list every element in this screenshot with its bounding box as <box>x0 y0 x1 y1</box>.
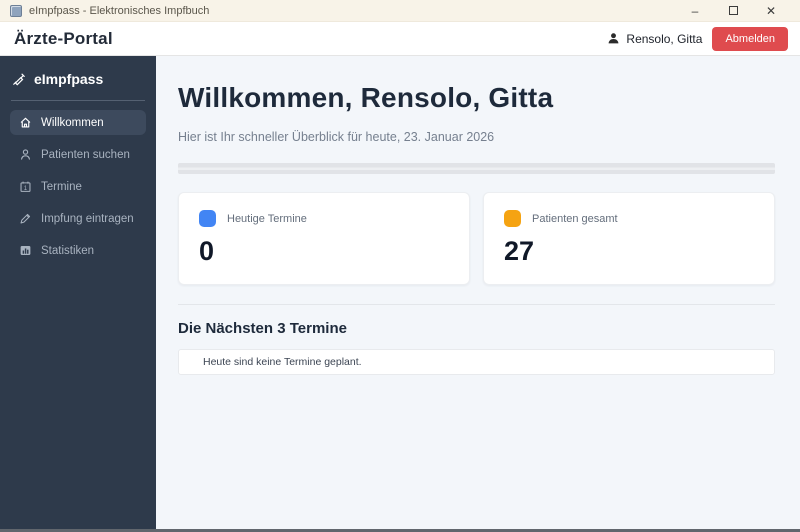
loading-bar <box>178 163 775 174</box>
no-appointments-message: Heute sind keine Termine geplant. <box>178 349 775 375</box>
sidebar-item-label: Termine <box>41 180 82 193</box>
user-icon <box>607 32 620 45</box>
calendar-icon: 1 <box>19 180 32 193</box>
pencil-icon <box>19 212 32 225</box>
blue-square-icon <box>199 210 216 227</box>
stat-label: Heutige Termine <box>227 212 307 225</box>
stat-card-header: Heutige Termine <box>199 210 449 227</box>
minimize-button[interactable]: – <box>676 0 714 22</box>
app-header: Ärzte-Portal Rensolo, Gitta Abmelden <box>0 22 800 56</box>
stat-label: Patienten gesamt <box>532 212 618 225</box>
sidebar-divider <box>11 100 145 101</box>
sidebar-item-willkommen[interactable]: Willkommen <box>10 110 146 135</box>
sidebar-item-statistiken[interactable]: Statistiken <box>10 238 146 263</box>
chart-icon <box>19 244 32 257</box>
stat-card-header: Patienten gesamt <box>504 210 754 227</box>
syringe-icon <box>12 72 26 86</box>
stat-value: 0 <box>199 236 215 266</box>
maximize-button[interactable] <box>714 0 752 22</box>
sidebar-brand-label: eImpfpass <box>34 71 104 87</box>
sidebar-item-impfung-eintragen[interactable]: Impfung eintragen <box>10 206 146 231</box>
stat-card-patienten-gesamt: Patienten gesamt 27 <box>483 192 775 285</box>
app-icon <box>10 4 22 17</box>
page-title: Ärzte-Portal <box>14 28 113 48</box>
sidebar-item-patienten-suchen[interactable]: Patienten suchen <box>10 142 146 167</box>
section-divider <box>178 304 775 305</box>
sidebar: eImpfpass Willkommen Patienten suchen <box>0 56 156 532</box>
logout-button[interactable]: Abmelden <box>712 26 788 51</box>
header-user-area: Rensolo, Gitta Abmelden <box>607 26 788 51</box>
window-controls: – ✕ <box>676 0 790 22</box>
sidebar-item-label: Impfung eintragen <box>41 212 134 225</box>
svg-text:1: 1 <box>24 185 28 192</box>
close-button[interactable]: ✕ <box>752 0 790 22</box>
close-icon: ✕ <box>765 3 777 18</box>
maximize-icon <box>728 6 738 15</box>
stat-cards-row: Heutige Termine 0 Patienten gesamt 27 <box>178 192 775 285</box>
sidebar-item-label: Patienten suchen <box>41 148 130 161</box>
overview-subtitle: Hier ist Ihr schneller Überblick für heu… <box>178 130 495 144</box>
sidebar-item-termine[interactable]: 1 Termine <box>10 174 146 199</box>
upcoming-appointments-heading: Die Nächsten 3 Termine <box>178 320 347 337</box>
sidebar-item-label: Willkommen <box>41 116 104 129</box>
stat-card-heutige-termine: Heutige Termine 0 <box>178 192 470 285</box>
titlebar: eImpfpass - Elektronisches Impfbuch – ✕ <box>0 0 800 22</box>
stat-value: 27 <box>504 236 535 266</box>
user-name: Rensolo, Gitta <box>626 31 703 46</box>
person-icon <box>19 148 32 161</box>
sidebar-brand: eImpfpass <box>10 69 146 89</box>
window-bottom-edge <box>0 529 800 532</box>
main-content: Willkommen, Rensolo, Gitta Hier ist Ihr … <box>156 56 800 532</box>
minimize-icon: – <box>691 3 699 18</box>
user-chip: Rensolo, Gitta <box>607 32 702 46</box>
orange-square-icon <box>504 210 521 227</box>
window-title: eImpfpass - Elektronisches Impfbuch <box>29 4 210 17</box>
home-icon <box>19 116 32 129</box>
sidebar-item-label: Statistiken <box>41 244 95 257</box>
welcome-heading: Willkommen, Rensolo, Gitta <box>178 82 554 113</box>
